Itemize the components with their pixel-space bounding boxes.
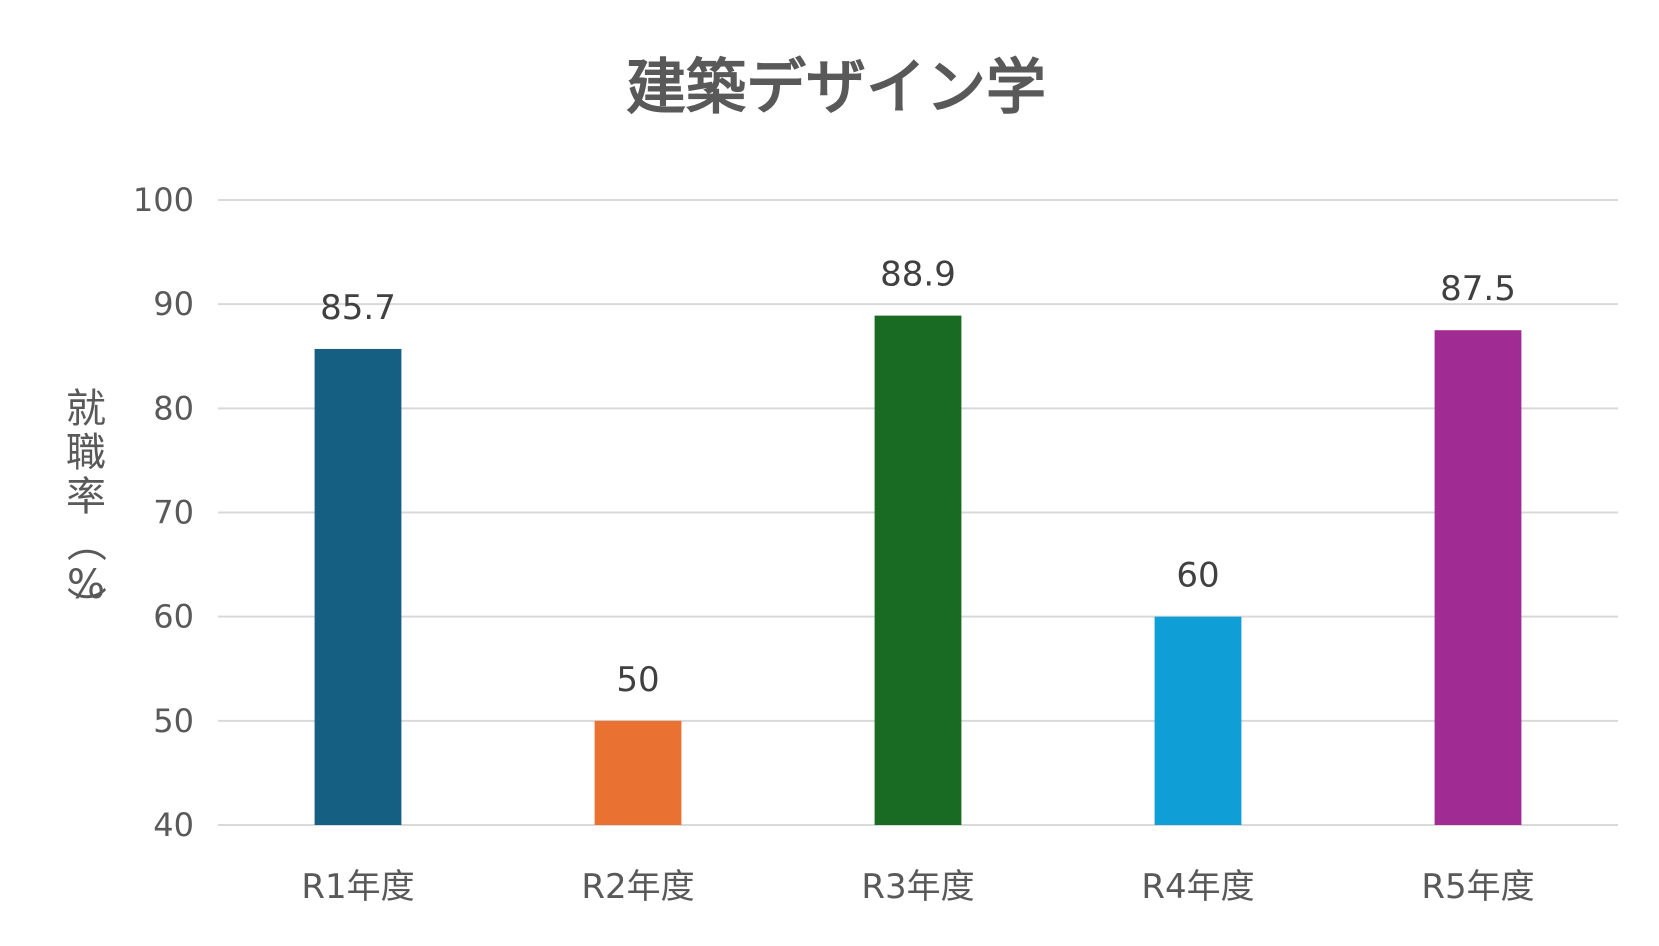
x-axis-labels: R1年度 R2年度 R3年度 R4年度 R5年度 [301,867,1534,907]
x-category-label: R3年度 [861,867,974,907]
x-category-label: R5年度 [1421,867,1534,907]
bar-value-label: 87.5 [1440,269,1516,309]
bar [1154,616,1242,825]
y-tick-label: 70 [153,494,194,532]
y-axis-title-char: 就 [66,386,106,432]
bars [314,315,1522,825]
bar [874,315,962,825]
data-labels: 85.7 50 88.9 60 87.5 [320,255,1516,700]
y-axis-title-char: （ [62,522,108,562]
y-axis-ticks: 40 50 60 70 80 90 100 [133,181,194,844]
x-category-label: R2年度 [581,867,694,907]
y-axis-title-char: 率 [66,474,106,520]
y-tick-label: 40 [153,806,194,844]
y-axis-title-char: ） [62,586,108,626]
y-tick-label: 80 [153,389,194,427]
chart-title: 建築デザイン学 [626,53,1046,123]
y-tick-label: 100 [133,181,194,219]
bar [594,720,682,825]
bar-value-label: 88.9 [880,255,956,295]
y-tick-label: 50 [153,702,194,740]
y-tick-label: 60 [153,598,194,636]
y-axis-title-char: % [67,562,105,608]
x-category-label: R4年度 [1141,867,1254,907]
y-axis-title-char: 職 [66,430,106,476]
bar-value-label: 50 [616,660,659,700]
bar-value-label: 60 [1176,556,1219,596]
bar [1434,330,1522,825]
x-category-label: R1年度 [301,867,414,907]
bar [314,348,402,825]
y-tick-label: 90 [153,285,194,323]
bar-value-label: 85.7 [320,288,396,328]
y-axis-title: 就 職 率 （ % ） [62,386,108,626]
